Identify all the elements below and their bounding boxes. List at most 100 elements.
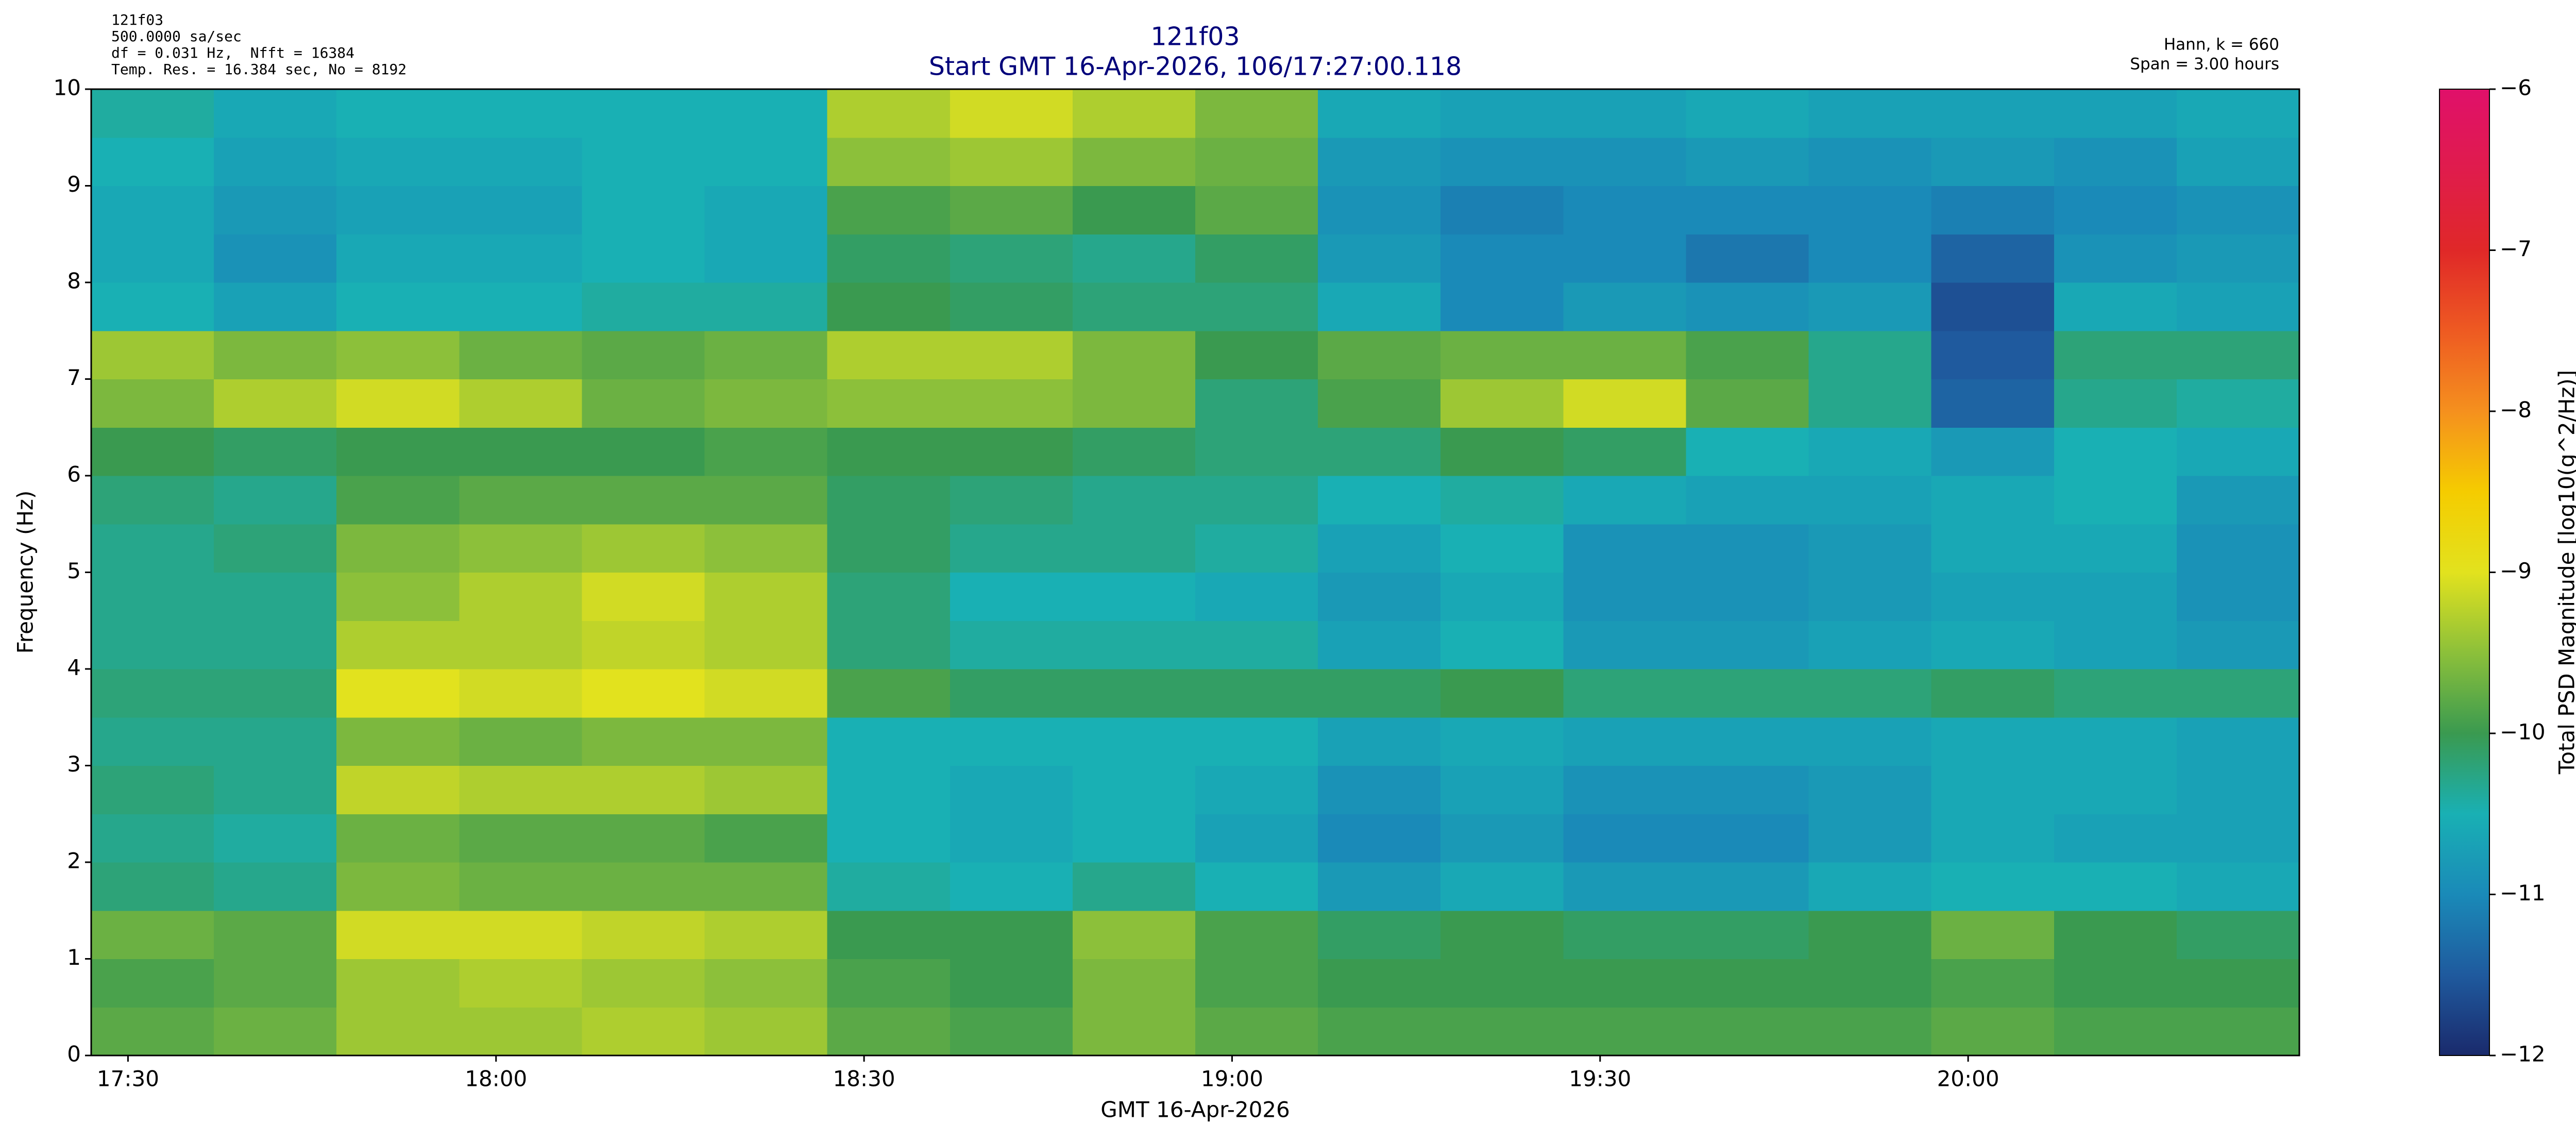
heatmap-cell xyxy=(827,330,951,379)
heatmap-cell xyxy=(1563,282,1686,331)
heatmap-cell xyxy=(336,282,460,331)
heatmap-cell xyxy=(214,814,337,863)
heatmap-cell xyxy=(1195,814,1318,863)
heatmap-cell xyxy=(1931,234,2055,283)
heatmap-cell xyxy=(91,765,214,814)
y-tick-label: 4 xyxy=(67,655,81,680)
heatmap-cell xyxy=(1440,814,1564,863)
heatmap-cell xyxy=(2176,717,2300,766)
heatmap-cell xyxy=(582,89,705,138)
heatmap-cell xyxy=(2054,621,2177,669)
heatmap-cell xyxy=(704,814,828,863)
heatmap-cell xyxy=(582,959,705,1008)
heatmap-cell xyxy=(1072,524,1196,573)
heatmap-cell xyxy=(1440,669,1564,718)
heatmap-cell xyxy=(214,186,337,234)
heatmap-cell xyxy=(1072,427,1196,476)
heatmap-cell xyxy=(1195,234,1318,283)
heatmap-cell xyxy=(336,137,460,186)
heatmap-cell xyxy=(1195,379,1318,428)
heatmap-cell xyxy=(336,862,460,911)
heatmap-cell xyxy=(1072,862,1196,911)
heatmap-cell xyxy=(1931,1007,2055,1056)
heatmap-cell xyxy=(1808,717,1932,766)
heatmap-cell xyxy=(2054,330,2177,379)
y-tick-label: 3 xyxy=(67,751,81,777)
heatmap-cell xyxy=(704,427,828,476)
heatmap-cell xyxy=(336,234,460,283)
heatmap-cell xyxy=(1440,524,1564,573)
heatmap-cell xyxy=(91,621,214,669)
heatmap-cell xyxy=(1686,669,1809,718)
heatmap-cell xyxy=(827,862,951,911)
heatmap-cell xyxy=(582,621,705,669)
heatmap-cell xyxy=(2054,234,2177,283)
chart-title: 121f03 xyxy=(1150,22,1240,52)
heatmap-cell xyxy=(2176,476,2300,525)
colorbar-tick-label: −7 xyxy=(2500,236,2532,261)
heatmap-cell xyxy=(214,862,337,911)
heatmap-cell xyxy=(459,814,582,863)
heatmap-cell xyxy=(1808,186,1932,234)
heatmap-cell xyxy=(2176,524,2300,573)
heatmap-cell xyxy=(582,862,705,911)
heatmap-cell xyxy=(582,234,705,283)
heatmap-cell xyxy=(336,717,460,766)
heatmap-cell xyxy=(1318,717,1441,766)
heatmap-cell xyxy=(950,282,1073,331)
heatmap-cell xyxy=(91,524,214,573)
heatmap-cell xyxy=(1931,814,2055,863)
info-line: 121f03 xyxy=(111,11,163,28)
heatmap-cell xyxy=(704,186,828,234)
colorbar-tick-label: −9 xyxy=(2500,558,2532,583)
heatmap-cell xyxy=(2054,476,2177,525)
heatmap-cell xyxy=(1072,959,1196,1008)
heatmap-cell xyxy=(459,959,582,1008)
heatmap-cell xyxy=(1808,330,1932,379)
heatmap-cell xyxy=(2054,137,2177,186)
heatmap-cell xyxy=(1440,234,1564,283)
heatmap-cell xyxy=(1318,572,1441,621)
heatmap-cell xyxy=(582,186,705,234)
heatmap-cell xyxy=(1072,669,1196,718)
heatmap-cell xyxy=(2176,1007,2300,1056)
y-tick-label: 5 xyxy=(67,558,81,583)
heatmap-cell xyxy=(1686,862,1809,911)
heatmap-cell xyxy=(91,186,214,234)
heatmap-cell xyxy=(1808,379,1932,428)
heatmap-cell xyxy=(1931,186,2055,234)
heatmap-cell xyxy=(704,862,828,911)
x-tick-label: 19:30 xyxy=(1569,1066,1631,1092)
heatmap-cell xyxy=(1072,330,1196,379)
heatmap-cell xyxy=(2176,814,2300,863)
x-tick-label: 20:00 xyxy=(1937,1066,1999,1092)
heatmap-cell xyxy=(704,959,828,1008)
heatmap-cell xyxy=(1563,137,1686,186)
heatmap-cell xyxy=(827,717,951,766)
heatmap-cell xyxy=(1072,814,1196,863)
heatmap-cell xyxy=(1195,572,1318,621)
heatmap-cell xyxy=(1931,379,2055,428)
heatmap-cell xyxy=(2054,524,2177,573)
heatmap-cell xyxy=(1808,572,1932,621)
heatmap-cell xyxy=(2054,89,2177,138)
heatmap-cell xyxy=(1195,765,1318,814)
heatmap-cell xyxy=(1563,959,1686,1008)
heatmap-cell xyxy=(459,1007,582,1056)
heatmap-cell xyxy=(1808,765,1932,814)
heatmap-cell xyxy=(2054,282,2177,331)
heatmap-cell xyxy=(1440,765,1564,814)
y-tick-label: 10 xyxy=(54,75,81,100)
heatmap-cell xyxy=(91,89,214,138)
heatmap-cell xyxy=(1440,572,1564,621)
heatmap-cell xyxy=(1440,186,1564,234)
heatmap-cell xyxy=(91,669,214,718)
heatmap-cell xyxy=(214,765,337,814)
heatmap-cell xyxy=(2054,427,2177,476)
heatmap-cell xyxy=(214,717,337,766)
heatmap-cell xyxy=(459,572,582,621)
heatmap-cell xyxy=(459,427,582,476)
heatmap-cell xyxy=(91,330,214,379)
heatmap-cell xyxy=(1808,1007,1932,1056)
heatmap-cell xyxy=(1195,330,1318,379)
